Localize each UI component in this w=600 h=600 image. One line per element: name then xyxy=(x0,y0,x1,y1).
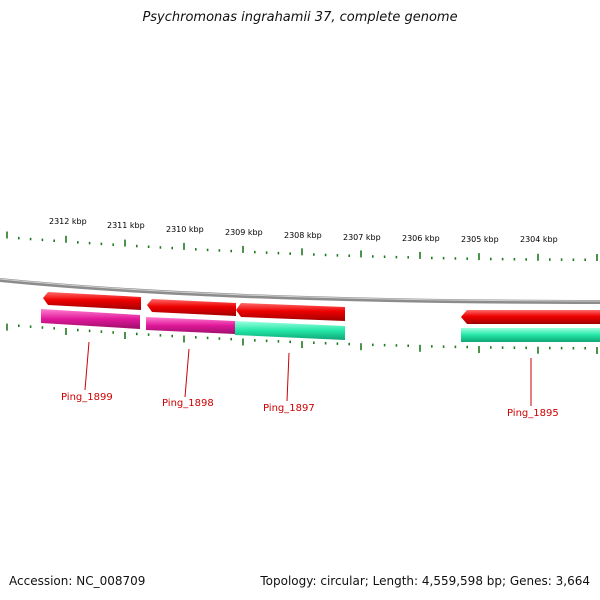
cds-arrow[interactable] xyxy=(43,292,141,310)
genome-backbone xyxy=(0,278,600,304)
scale-label: 2311 kbp xyxy=(107,221,145,230)
label-line xyxy=(184,348,190,398)
scale-label: 2305 kbp xyxy=(461,235,499,244)
gene-box-ping-1895[interactable] xyxy=(461,328,600,342)
label-line xyxy=(286,352,290,402)
label-line xyxy=(84,341,90,391)
gene-features xyxy=(41,309,600,342)
gene-box-ping-1898[interactable] xyxy=(146,317,235,334)
scale-label: 2312 kbp xyxy=(49,217,87,226)
scale-label: 2308 kbp xyxy=(284,231,322,240)
scale-label: 2307 kbp xyxy=(343,233,381,242)
genome-title: Psychromonas ingrahamii 37, complete gen… xyxy=(142,10,458,25)
genome-summary-text: Topology: circular; Length: 4,559,598 bp… xyxy=(260,574,590,588)
gene-box-ping-1899[interactable] xyxy=(41,309,140,329)
gene-label-lines xyxy=(84,341,532,406)
gene-labels: Ping_1899 Ping_1898 Ping_1897 Ping_1895 xyxy=(61,392,559,419)
gene-label-ping-1899[interactable]: Ping_1899 xyxy=(61,392,113,403)
cds-arrow[interactable] xyxy=(236,303,345,321)
cds-arrow[interactable] xyxy=(147,299,236,316)
scale-labels: 2312 kbp 2311 kbp 2310 kbp 2309 kbp 2308… xyxy=(49,217,558,244)
cds-features xyxy=(43,292,600,324)
accession-text: Accession: NC_008709 xyxy=(9,574,146,588)
scale-label: 2306 kbp xyxy=(402,234,440,243)
scale-label: 2310 kbp xyxy=(166,225,204,234)
gene-label-ping-1898[interactable]: Ping_1898 xyxy=(162,398,214,409)
inner-scale-ticks xyxy=(6,323,598,354)
genome-backbone-highlight xyxy=(0,278,600,302)
gene-label-ping-1895[interactable]: Ping_1895 xyxy=(507,408,559,419)
scale-label: 2304 kbp xyxy=(520,235,558,244)
gene-label-ping-1897[interactable]: Ping_1897 xyxy=(263,403,315,414)
outer-scale-ticks xyxy=(6,231,598,261)
scale-label: 2309 kbp xyxy=(225,228,263,237)
cds-arrow[interactable] xyxy=(461,310,600,324)
gene-box-ping-1897[interactable] xyxy=(235,321,345,340)
